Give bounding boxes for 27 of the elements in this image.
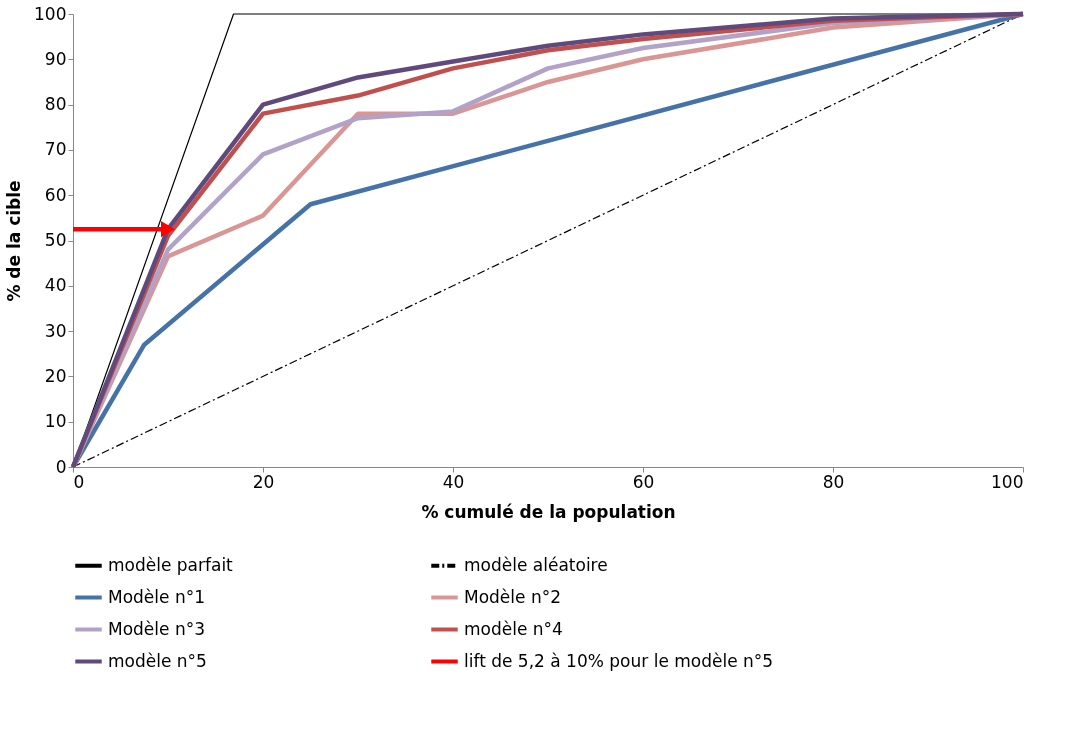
legend-label: modèle aléatoire	[464, 554, 608, 575]
y-tick-label: 50	[44, 230, 67, 250]
legend-label: modèle n°4	[464, 618, 563, 639]
y-tick-label: 100	[34, 3, 67, 24]
legend-label: modèle parfait	[108, 554, 234, 575]
legend-label: Modèle n°2	[464, 586, 561, 607]
y-tick-label: 0	[55, 456, 67, 477]
y-tick-label: 90	[44, 48, 67, 69]
y-tick-label: 10	[44, 411, 67, 432]
y-tick-label: 70	[44, 139, 67, 160]
y-tick-label: 20	[44, 365, 67, 386]
y-tick-label: 30	[44, 320, 67, 341]
y-tick-label: 60	[44, 184, 67, 205]
x-tick-label: 60	[632, 471, 655, 492]
x-tick-label: 80	[822, 471, 845, 492]
legend-label: modèle n°5	[108, 650, 207, 671]
x-axis-title: % cumulé de la population	[421, 501, 676, 522]
x-tick-label: 0	[73, 471, 85, 492]
y-axis-title: % de la cible	[4, 180, 25, 302]
legend-label: Modèle n°1	[108, 586, 205, 607]
x-tick-label: 40	[442, 471, 465, 492]
x-tick-label: 20	[252, 471, 275, 492]
legend-label: Modèle n°3	[108, 618, 205, 639]
y-tick-label: 40	[44, 275, 67, 296]
y-tick-label: 80	[44, 94, 67, 115]
x-tick-label: 100	[991, 471, 1024, 492]
legend-label: lift de 5,2 à 10% pour le modèle n°5	[464, 650, 774, 671]
